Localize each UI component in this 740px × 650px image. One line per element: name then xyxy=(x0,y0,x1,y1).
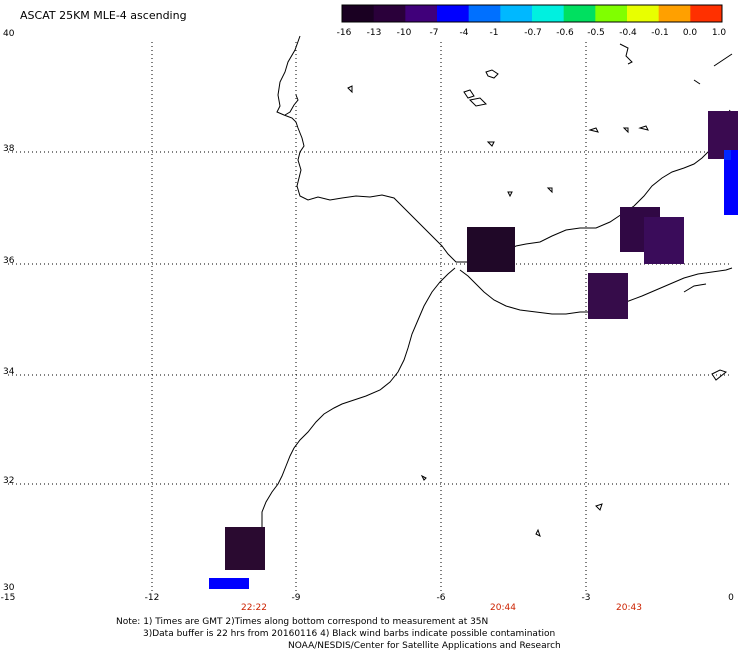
note-line: Note: 1) Times are GMT 2)Times along bot… xyxy=(116,617,488,627)
time-label: 20:44 xyxy=(490,603,516,613)
colorbar-label: -10 xyxy=(397,28,412,38)
colorbar-swatch xyxy=(658,5,691,22)
data-cell xyxy=(225,527,265,570)
map-title: ASCAT 25KM MLE-4 ascending xyxy=(20,9,187,22)
colorbar-swatch xyxy=(373,5,406,22)
colorbar-swatch xyxy=(532,5,565,22)
lon-label: -9 xyxy=(292,593,301,603)
time-label: 20:43 xyxy=(616,603,642,613)
data-cell xyxy=(644,217,684,264)
colorbar-swatch xyxy=(500,5,533,22)
lon-label: -15 xyxy=(1,593,16,603)
lat-label: 34 xyxy=(3,367,15,377)
time-labels: 22:22 20:44 20:43 xyxy=(241,603,642,613)
graticule xyxy=(8,42,731,592)
lat-label: 32 xyxy=(3,476,14,486)
lat-label: 30 xyxy=(3,583,15,593)
colorbar-label: -0.7 xyxy=(524,28,542,38)
colorbar-swatch xyxy=(342,5,375,22)
colorbar-swatch xyxy=(563,5,596,22)
colorbar-swatch xyxy=(627,5,660,22)
colorbar xyxy=(341,4,723,23)
lon-label: -3 xyxy=(582,593,591,603)
lat-labels: 40 38 36 34 32 30 xyxy=(3,29,15,593)
colorbar-label: -16 xyxy=(337,28,352,38)
colorbar-label: -0.4 xyxy=(619,28,637,38)
colorbar-swatch xyxy=(468,5,501,22)
time-label: 22:22 xyxy=(241,603,267,613)
data-cell xyxy=(588,273,628,319)
data-cell xyxy=(724,150,731,160)
lon-label: -12 xyxy=(145,593,160,603)
lon-label: 0 xyxy=(728,593,734,603)
colorbar-swatch xyxy=(690,5,723,22)
lon-labels: -15 -12 -9 -6 -3 0 xyxy=(1,593,734,603)
lat-label: 38 xyxy=(3,144,15,154)
colorbar-label: 1.0 xyxy=(712,28,727,38)
data-cell xyxy=(724,150,738,215)
lat-label: 40 xyxy=(3,29,15,39)
data-cell xyxy=(209,578,249,589)
colorbar-frame xyxy=(341,4,723,23)
colorbar-label: -0.5 xyxy=(587,28,605,38)
colorbar-label: -0.6 xyxy=(556,28,574,38)
data-cell xyxy=(467,227,515,272)
colorbar-label: -0.1 xyxy=(651,28,669,38)
data-cells xyxy=(209,111,738,589)
lat-label: 36 xyxy=(3,256,15,266)
colorbar-label: -1 xyxy=(490,28,499,38)
colorbar-label: -4 xyxy=(460,28,469,38)
colorbar-label: 0.0 xyxy=(683,28,698,38)
note-line: 3)Data buffer is 22 hrs from 20160116 4)… xyxy=(143,629,555,639)
colorbar-label: -7 xyxy=(430,28,439,38)
colorbar-labels: -16 -13 -10 -7 -4 -1 -0.7 -0.6 -0.5 -0.4… xyxy=(337,28,727,38)
coastlines xyxy=(255,35,733,557)
colorbar-swatch xyxy=(595,5,628,22)
footnote: Note: 1) Times are GMT 2)Times along bot… xyxy=(116,617,561,650)
colorbar-swatch xyxy=(405,5,438,22)
colorbar-swatch xyxy=(437,5,470,22)
colorbar-label: -13 xyxy=(367,28,382,38)
lon-label: -6 xyxy=(437,593,446,603)
note-line: NOAA/NESDIS/Center for Satellite Applica… xyxy=(288,641,561,650)
